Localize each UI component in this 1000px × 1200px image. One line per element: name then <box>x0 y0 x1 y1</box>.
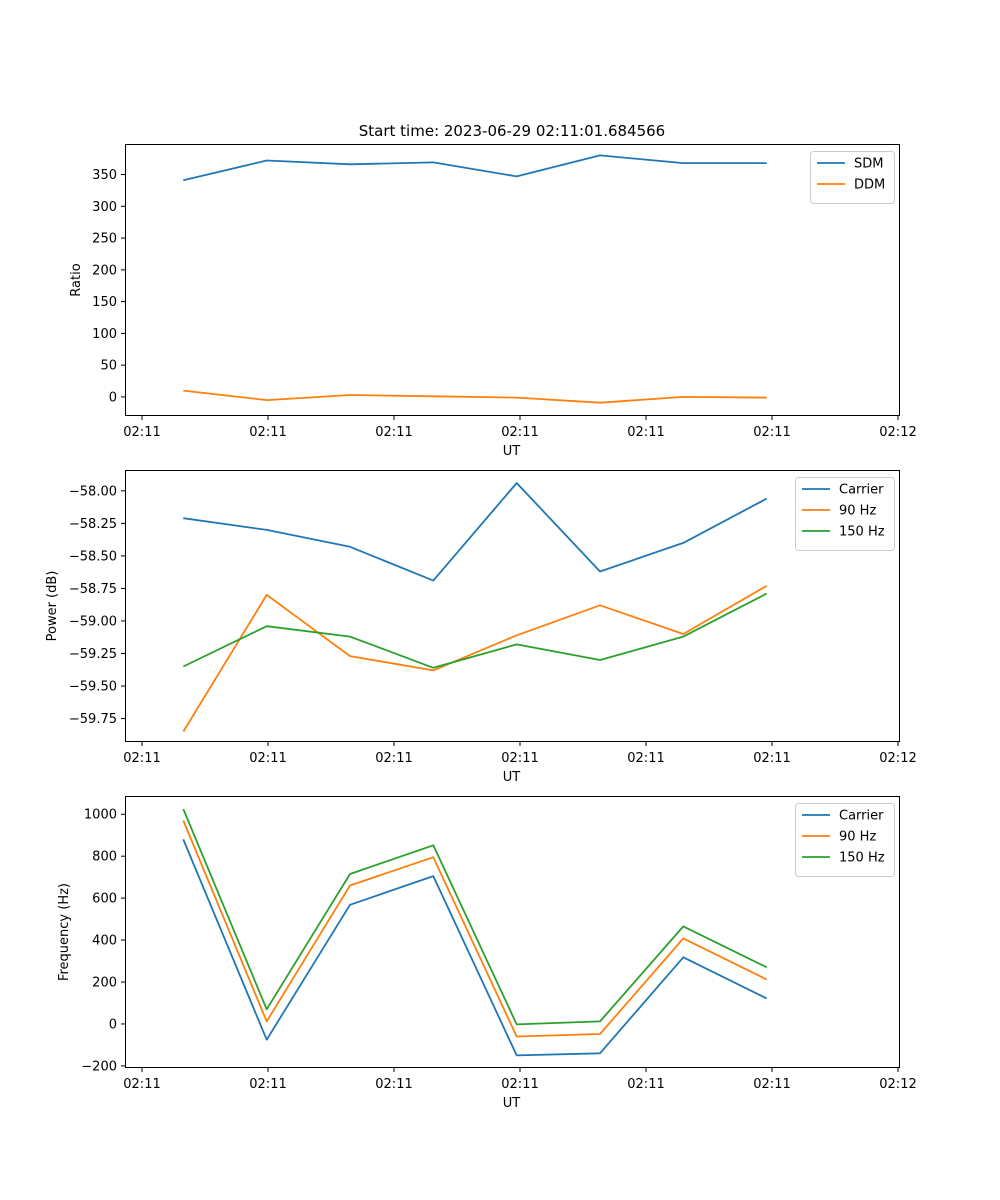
y-tick-label: 100 <box>92 327 117 342</box>
x-tick-label: 02:11 <box>123 425 160 440</box>
x-tick-label: 02:12 <box>879 1077 916 1092</box>
y-tick-label: 600 <box>92 892 117 907</box>
chart-panel-3: −200 0 200 400 600 800 1000 02:11 02:11 02:11 02:1… <box>57 796 917 1111</box>
legend-entry: Carrier <box>839 483 884 498</box>
y-tick-label: 200 <box>92 263 117 278</box>
x-tick-label: 02:11 <box>753 751 790 766</box>
y-tick-label: −200 <box>81 1059 117 1074</box>
x-tick-label: 02:11 <box>753 425 790 440</box>
legend-box <box>795 803 895 877</box>
y-tick-label: 800 <box>92 850 117 865</box>
plot-frame <box>125 470 900 742</box>
series-line-ddm <box>183 389 767 404</box>
series-line-carrier <box>183 482 768 582</box>
series-line-150-hz <box>182 592 768 669</box>
x-tick-label: 02:11 <box>375 425 412 440</box>
x-axis-label: UT <box>503 1096 521 1111</box>
figure-title: Start time: 2023-06-29 02:11:01.684566 <box>359 122 665 140</box>
y-axis-label: Frequency (Hz) <box>57 883 72 981</box>
series-line-carrier <box>182 839 768 1057</box>
y-tick-label: 50 <box>100 359 117 374</box>
y-tick-label: −59.75 <box>69 712 117 727</box>
legend: Carrier 90 Hz 150 Hz <box>795 477 895 551</box>
y-tick-label: 150 <box>92 295 117 310</box>
y-tick-label: −59.00 <box>69 614 117 629</box>
y-tick-label: −59.50 <box>69 680 117 695</box>
y-tick-label: 300 <box>92 200 117 215</box>
y-tick-label: 250 <box>92 232 117 247</box>
plot-frame <box>125 796 900 1068</box>
legend-entry: 90 Hz <box>839 830 876 845</box>
y-tick-label: −58.75 <box>69 582 117 597</box>
x-tick-label: 02:12 <box>879 751 916 766</box>
series-line-90-hz <box>182 585 768 733</box>
series-line-150-hz <box>182 808 768 1026</box>
legend: SDM DDM <box>810 151 895 204</box>
series-group <box>182 482 768 733</box>
x-tick-label: 02:11 <box>501 1077 538 1092</box>
x-tick-label: 02:11 <box>627 425 664 440</box>
y-axis-label: Ratio <box>69 263 84 296</box>
series-line-90-hz <box>182 820 768 1038</box>
y-tick-label: −58.25 <box>69 517 117 532</box>
legend-entry: DDM <box>854 178 885 193</box>
x-tick-label: 02:11 <box>123 1077 160 1092</box>
y-tick-label: 350 <box>92 168 117 183</box>
legend-box <box>810 151 895 204</box>
y-tick-label: 400 <box>92 934 117 949</box>
x-tick-label: 02:11 <box>501 751 538 766</box>
legend-entry: Carrier <box>839 809 884 824</box>
y-tick-label: −58.50 <box>69 549 117 564</box>
legend-entry: 150 Hz <box>839 525 885 540</box>
legend: Carrier 90 Hz 150 Hz <box>795 803 895 877</box>
chart-panel-1: 0 50 100 150 200 250 300 350 02:11 02:11 02:11 02:1… <box>69 144 917 459</box>
y-axis-label: Power (dB) <box>45 571 60 642</box>
legend-box <box>795 477 895 551</box>
x-tick-label: 02:11 <box>249 425 286 440</box>
series-line-sdm <box>183 154 767 182</box>
plot-frame <box>125 144 900 416</box>
x-axis-label: UT <box>503 444 521 459</box>
y-tick-label: 1000 <box>84 808 117 823</box>
x-tick-label: 02:11 <box>753 1077 790 1092</box>
x-tick-label: 02:11 <box>627 1077 664 1092</box>
x-axis-label: UT <box>503 770 521 785</box>
panels: 0 50 100 150 200 250 300 350 02:11 02:11 02:11 02:1… <box>45 144 917 1111</box>
y-tick-label: −59.25 <box>69 647 117 662</box>
chart-panel-2: −59.75 −59.50 −59.25 −59.00 −58.75 −58.50 −58.… <box>45 470 917 785</box>
y-tick-label: −58.00 <box>69 484 117 499</box>
y-tick-label: 0 <box>109 1017 117 1032</box>
x-tick-label: 02:11 <box>501 425 538 440</box>
x-tick-label: 02:11 <box>627 751 664 766</box>
legend-entry: 90 Hz <box>839 504 876 519</box>
x-tick-label: 02:12 <box>879 425 916 440</box>
series-group <box>183 154 767 404</box>
series-group <box>182 808 768 1057</box>
x-tick-label: 02:11 <box>249 751 286 766</box>
legend-entry: SDM <box>854 157 883 172</box>
y-tick-label: 200 <box>92 976 117 991</box>
y-tick-label: 0 <box>109 390 117 405</box>
x-tick-label: 02:11 <box>249 1077 286 1092</box>
x-tick-label: 02:11 <box>123 751 160 766</box>
legend-entry: 150 Hz <box>839 851 885 866</box>
x-tick-label: 02:11 <box>375 751 412 766</box>
x-tick-label: 02:11 <box>375 1077 412 1092</box>
